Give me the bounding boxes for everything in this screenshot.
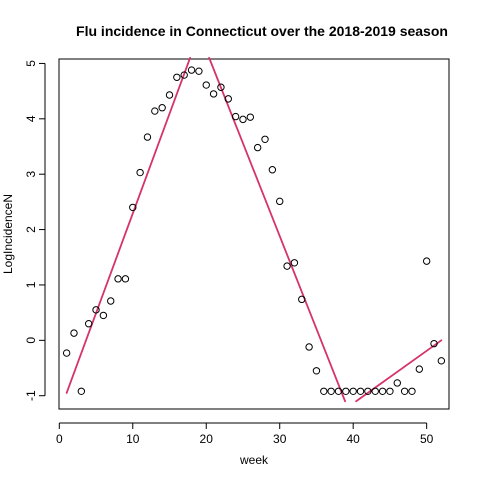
data-point <box>357 388 363 394</box>
data-point <box>63 350 69 356</box>
data-point <box>409 388 415 394</box>
chart-title: Flu incidence in Connecticut over the 20… <box>76 23 448 39</box>
x-tick-label: 20 <box>200 432 214 446</box>
data-point <box>269 167 275 173</box>
data-point <box>144 134 150 140</box>
data-point <box>137 169 143 175</box>
fit-line-segment <box>356 340 441 401</box>
fit-line-segment <box>209 58 345 401</box>
data-point <box>166 92 172 98</box>
x-tick-label: 40 <box>347 432 361 446</box>
data-point <box>188 67 194 73</box>
data-point <box>108 298 114 304</box>
x-tick-label: 50 <box>420 432 434 446</box>
y-tick-label: 2 <box>24 226 38 233</box>
data-point <box>291 260 297 266</box>
fit-lines <box>67 58 442 401</box>
data-point <box>321 388 327 394</box>
data-point <box>78 388 84 394</box>
data-point <box>350 388 356 394</box>
y-tick-label: 5 <box>24 60 38 67</box>
data-point <box>152 108 158 114</box>
data-point <box>394 380 400 386</box>
x-tick-label: 0 <box>56 432 63 446</box>
data-point <box>100 312 106 318</box>
data-point <box>277 198 283 204</box>
y-tick-label: -1 <box>24 390 38 401</box>
y-tick-label: 3 <box>24 171 38 178</box>
data-point <box>122 276 128 282</box>
data-point <box>262 136 268 142</box>
plot-frame <box>59 59 449 409</box>
data-point <box>174 74 180 80</box>
data-point <box>210 91 216 97</box>
data-point <box>423 258 429 264</box>
y-tick-label: 0 <box>24 337 38 344</box>
data-point <box>159 105 165 111</box>
fit-line-segment <box>67 58 190 393</box>
y-tick-label: 1 <box>24 281 38 288</box>
x-tick-label: 10 <box>126 432 140 446</box>
data-point <box>328 388 334 394</box>
data-point <box>247 114 253 120</box>
y-axis: -1 0 1 2 3 4 5 <box>24 60 45 401</box>
data-point <box>306 344 312 350</box>
y-axis-label: LogIncidenceN <box>1 194 15 274</box>
data-point <box>343 388 349 394</box>
data-point <box>379 388 385 394</box>
y-tick-label: 4 <box>24 115 38 122</box>
data-point <box>232 113 238 119</box>
data-point <box>254 144 260 150</box>
data-point <box>115 276 121 282</box>
data-point <box>401 388 407 394</box>
data-point <box>372 388 378 394</box>
data-point <box>85 321 91 327</box>
x-tick-label: 30 <box>273 432 287 446</box>
data-point <box>438 358 444 364</box>
x-axis-label: week <box>239 453 269 467</box>
data-points <box>63 67 444 395</box>
data-point <box>284 263 290 269</box>
data-point <box>416 366 422 372</box>
data-point <box>196 68 202 74</box>
data-point <box>71 330 77 336</box>
data-point <box>387 388 393 394</box>
data-point <box>313 368 319 374</box>
x-axis: 0 10 20 30 40 50 <box>56 423 434 446</box>
data-point <box>240 116 246 122</box>
data-point <box>203 82 209 88</box>
